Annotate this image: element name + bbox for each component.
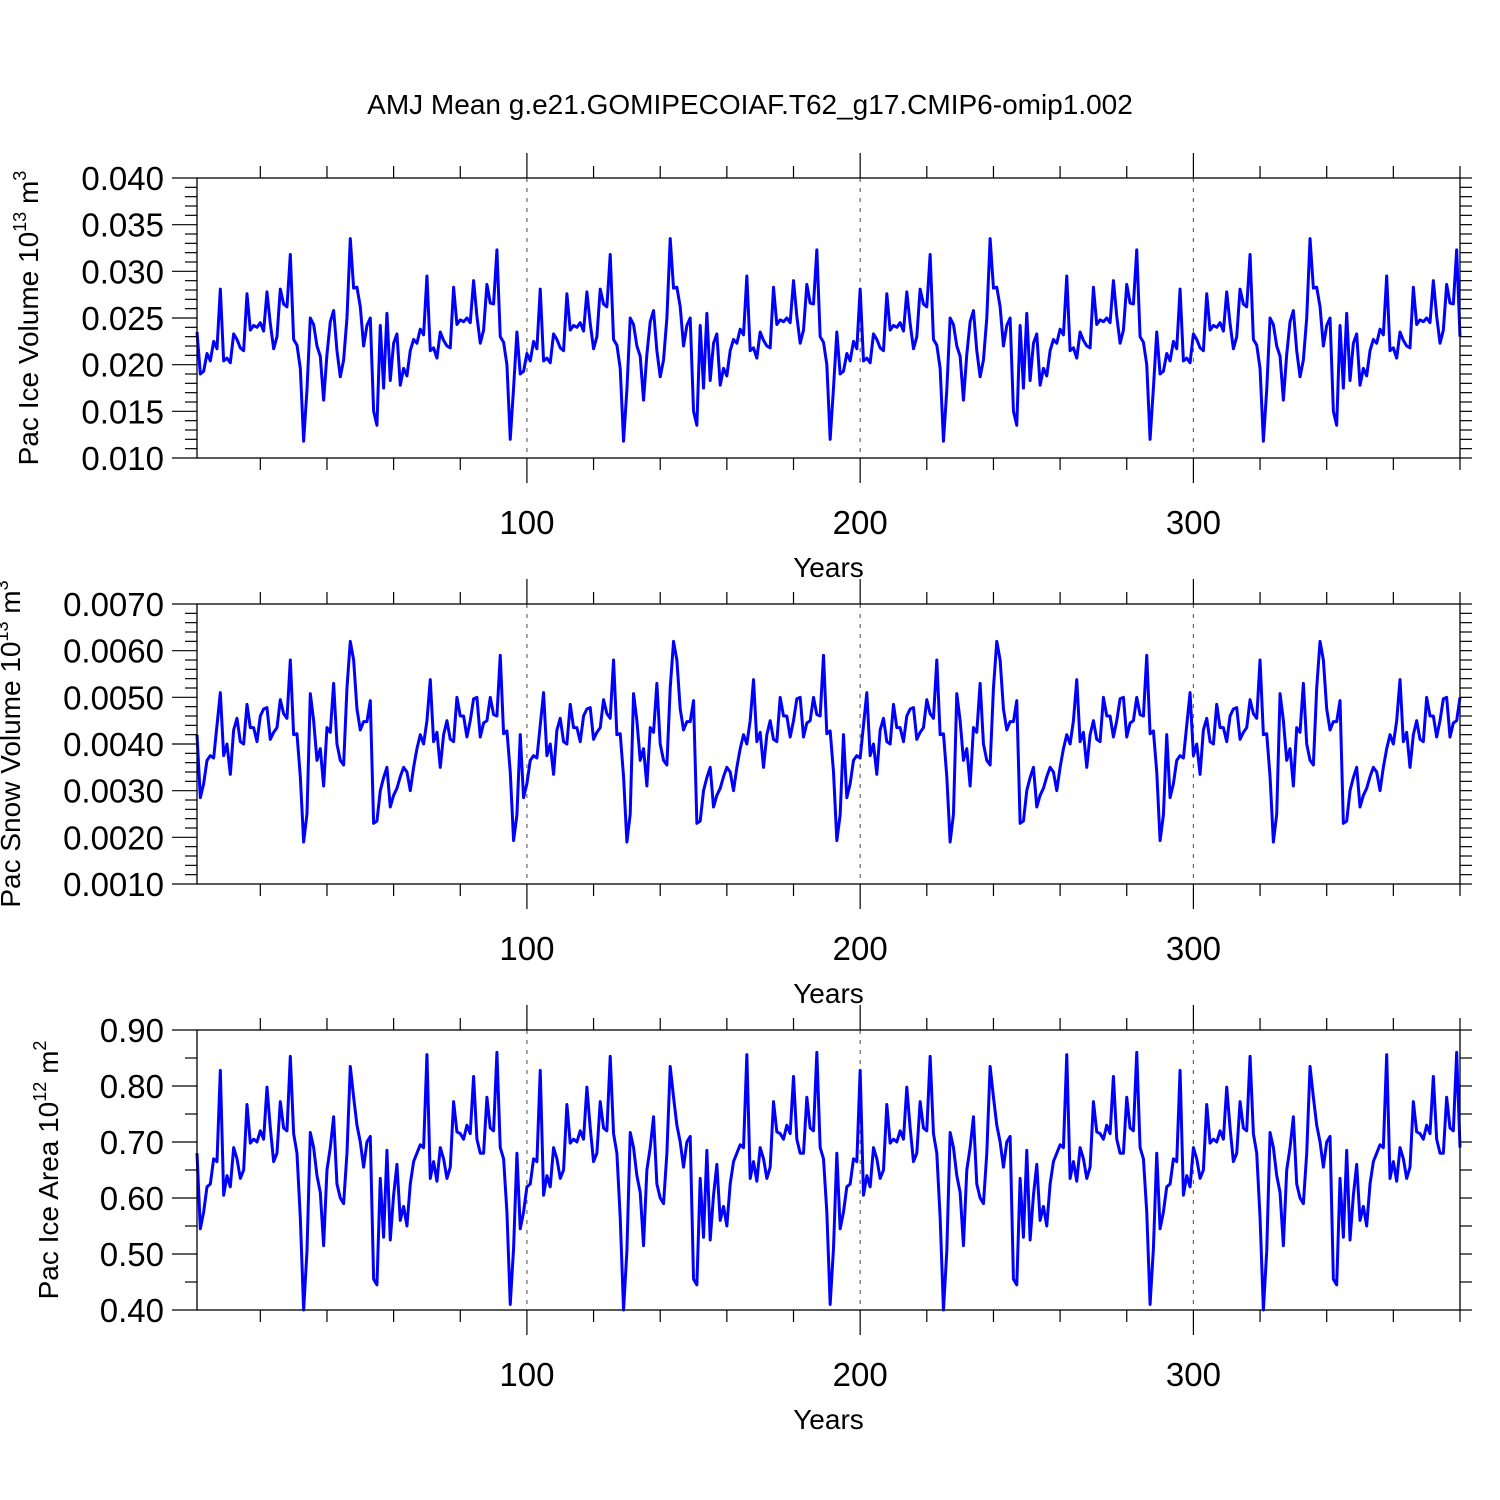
x-tick-label: 200 — [833, 1356, 888, 1393]
y-tick-label: 0.040 — [81, 160, 164, 197]
x-tick-label: 200 — [833, 504, 888, 541]
series-line-pac-ice-area — [195, 1050, 1462, 1312]
x-axis-label: Years — [793, 1404, 864, 1435]
y-tick-label: 0.030 — [81, 253, 164, 290]
y-axis-label-text: m — [13, 181, 44, 212]
x-tick-label: 200 — [833, 930, 888, 967]
y-tick-label: 0.035 — [81, 207, 164, 244]
y-tick-label: 0.025 — [81, 300, 164, 337]
y-tick-label: 0.0050 — [63, 679, 164, 716]
y-tick-label: 0.0070 — [63, 586, 164, 623]
y-tick-label: 0.50 — [100, 1236, 164, 1273]
y-axis-label: Pac Snow Volume 1013 m3 — [0, 580, 26, 907]
x-tick-label: 300 — [1166, 930, 1221, 967]
y-tick-label: 0.0040 — [63, 726, 164, 763]
y-axis-label-superscript: 3 — [0, 580, 12, 590]
y-axis-label-superscript: 12 — [30, 1082, 50, 1102]
y-axis-label-superscript: 2 — [30, 1041, 50, 1051]
y-axis-label: Pac Ice Volume 1013 m3 — [10, 171, 44, 466]
panel-snow-volume: 0.0010 0.0020 0.0030 0.0040 0.0050 0.0060 0.00… — [0, 579, 1472, 1009]
y-axis-label-superscript: 13 — [10, 212, 30, 232]
x-tick-label: 100 — [499, 504, 554, 541]
y-tick-label: 0.40 — [100, 1292, 164, 1329]
series-line-pac-snow-volume — [195, 639, 1462, 844]
y-axis-label-text: Pac Ice Area 10 — [33, 1102, 64, 1300]
x-tick-label: 300 — [1166, 1356, 1221, 1393]
y-tick-label: 0.80 — [100, 1068, 164, 1105]
y-tick-label: 0.010 — [81, 440, 164, 477]
plot-frame — [196, 603, 1461, 885]
x-axis-label: Years — [793, 552, 864, 583]
series-line-pac-ice-volume — [195, 237, 1462, 443]
y-tick-label: 0.0020 — [63, 819, 164, 856]
x-axis-label: Years — [793, 978, 864, 1009]
y-tick-label: 0.020 — [81, 347, 164, 384]
y-axis-label-text: m — [33, 1051, 64, 1082]
y-axis-label: Pac Ice Area 1012 m2 — [30, 1041, 64, 1300]
x-tick-label: 100 — [499, 1356, 554, 1393]
y-tick-label: 0.015 — [81, 393, 164, 430]
y-tick-label: 0.0030 — [63, 773, 164, 810]
x-tick-label: 100 — [499, 930, 554, 967]
panel-ice-volume: 0.010 0.015 0.020 0.025 0.030 0.035 0.040 100 20… — [10, 153, 1472, 583]
y-axis-label-text: Pac Snow Volume 10 — [0, 641, 26, 907]
figure-title: AMJ Mean g.e21.GOMIPECOIAF.T62_g17.CMIP6… — [367, 89, 1133, 120]
y-tick-label: 0.70 — [100, 1124, 164, 1161]
y-tick-label: 0.60 — [100, 1180, 164, 1217]
y-tick-label: 0.0060 — [63, 633, 164, 670]
y-axis-label-text: Pac Ice Volume 10 — [13, 232, 44, 465]
y-tick-label: 0.0010 — [63, 866, 164, 903]
y-tick-label: 0.90 — [100, 1012, 164, 1049]
y-axis-label-text: m — [0, 590, 26, 621]
panel-ice-area: 0.40 0.50 0.60 0.70 0.80 0.90 100 200 300 Years Pa… — [30, 1005, 1472, 1435]
y-axis-label-superscript: 3 — [10, 171, 30, 181]
x-tick-label: 300 — [1166, 504, 1221, 541]
y-axis-label-superscript: 13 — [0, 621, 12, 641]
